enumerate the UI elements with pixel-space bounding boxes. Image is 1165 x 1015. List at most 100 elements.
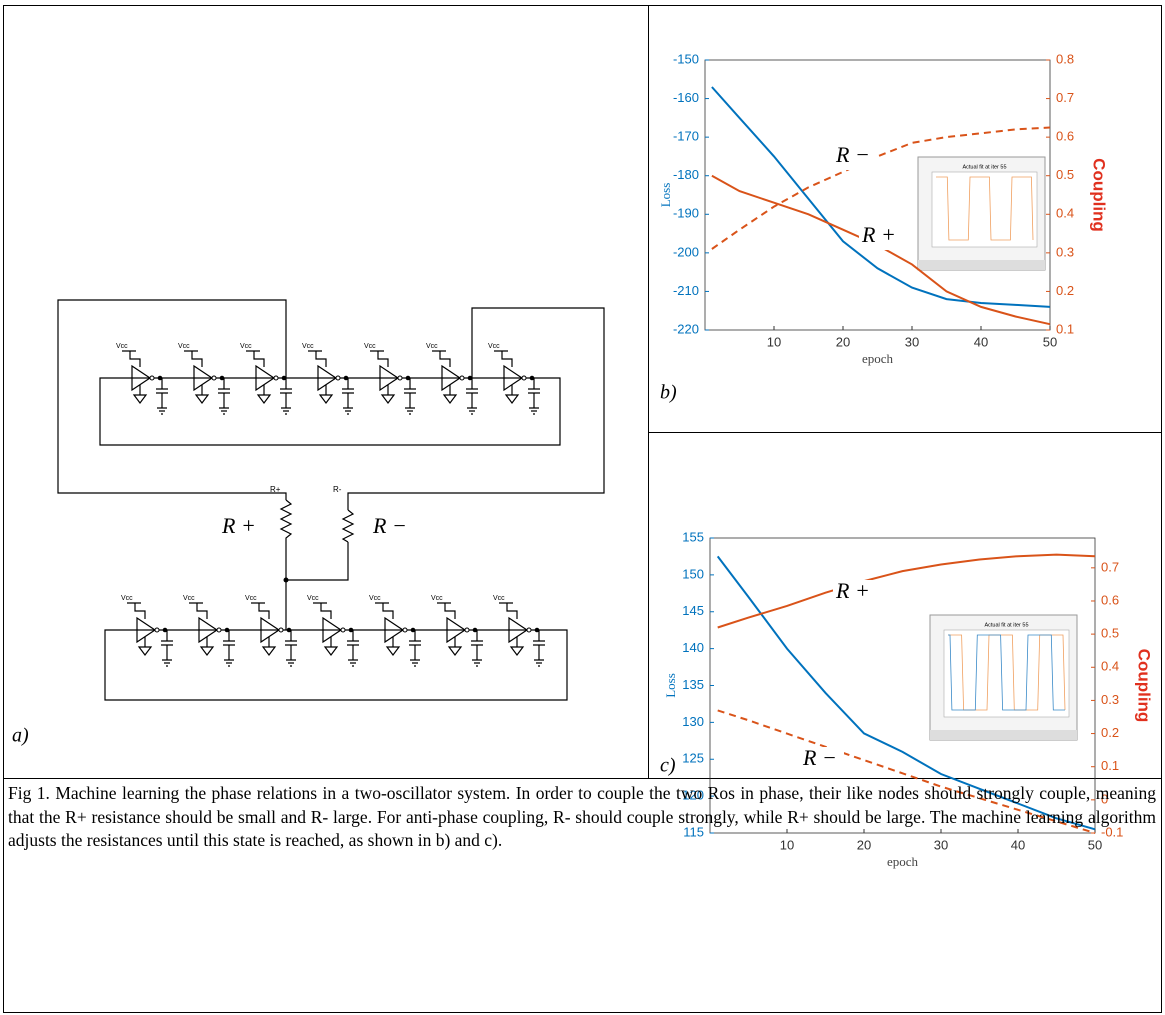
- y2-tick-label: 0.7: [1056, 90, 1074, 105]
- y-tick-label: -220: [673, 321, 699, 336]
- supply-label: Vcc: [183, 595, 195, 602]
- y2-tick-label: 0.6: [1056, 129, 1074, 144]
- wire: [370, 351, 388, 367]
- panel-label: b): [660, 382, 677, 404]
- y2-tick-label: 0.4: [1056, 206, 1074, 221]
- y2-tick-label: 0.1: [1056, 321, 1074, 336]
- bubble: [522, 376, 526, 380]
- y2-tick-label: 0.3: [1101, 692, 1119, 707]
- supply-label: Vcc: [493, 595, 505, 602]
- capacitor: [466, 378, 478, 414]
- bubble: [398, 376, 402, 380]
- wire: [437, 603, 455, 619]
- circuit: R+ R- R + R − VccVccVccVccVccVccVccVccVc…: [58, 300, 604, 700]
- resistor-label: R+: [270, 485, 281, 494]
- y2-tick-label: 0.5: [1101, 626, 1119, 641]
- y-tick-label: 155: [682, 529, 704, 544]
- capacitor: [285, 630, 297, 666]
- bubble: [155, 628, 159, 632]
- x-tick-label: 10: [767, 334, 781, 349]
- bubble: [336, 376, 340, 380]
- capacitor: [409, 630, 421, 666]
- x-axis-label: epoch: [862, 351, 894, 366]
- y-tick-label: 140: [682, 640, 704, 655]
- y2-axis-label: Coupling: [1135, 649, 1154, 723]
- y-tick-label: 145: [682, 603, 704, 618]
- bubble: [212, 376, 216, 380]
- capacitor: [280, 378, 292, 414]
- bubble: [341, 628, 345, 632]
- supply-label: Vcc: [178, 343, 190, 350]
- y2-tick-label: 0.1: [1101, 758, 1119, 773]
- y2-tick-label: 0.3: [1056, 244, 1074, 259]
- supply-label: Vcc: [307, 595, 319, 602]
- x-tick-label: 50: [1043, 334, 1057, 349]
- capacitor: [223, 630, 235, 666]
- x-axis-label: epoch: [887, 854, 919, 869]
- supply-label: Vcc: [426, 343, 438, 350]
- capacitor: [342, 378, 354, 414]
- capacitor: [347, 630, 359, 666]
- annotation: R −: [802, 745, 837, 770]
- y2-tick-label: 0.2: [1056, 283, 1074, 298]
- y2-tick-label: 0.6: [1101, 592, 1119, 607]
- y-tick-label: -170: [673, 129, 699, 144]
- y-axis-label: Loss: [663, 673, 678, 698]
- annotation: R +: [835, 578, 870, 603]
- y-tick-label: -200: [673, 244, 699, 259]
- supply-label: Vcc: [364, 343, 376, 350]
- supply-label: Vcc: [302, 343, 314, 350]
- supply-label: Vcc: [431, 595, 443, 602]
- y-tick-label: 125: [682, 751, 704, 766]
- inset-title: Actual fit at iter 55: [962, 164, 1006, 170]
- x-tick-label: 40: [974, 334, 988, 349]
- capacitor: [161, 630, 173, 666]
- wire: [313, 603, 331, 619]
- supply-label: Vcc: [121, 595, 133, 602]
- y-tick-label: -160: [673, 90, 699, 105]
- y-tick-label: -190: [673, 206, 699, 221]
- y-tick-label: 130: [682, 714, 704, 729]
- wire: [127, 603, 145, 619]
- bubble: [465, 628, 469, 632]
- y2-axis-label: Coupling: [1090, 158, 1109, 232]
- resistor: [281, 500, 291, 540]
- supply-label: Vcc: [245, 595, 257, 602]
- wire: [499, 603, 517, 619]
- wire: [308, 351, 326, 367]
- capacitor: [471, 630, 483, 666]
- page: a) b) c) R+ R- R + R − VccVccVccVccVccVc…: [0, 0, 1165, 1015]
- resistor-label: R-: [333, 485, 342, 494]
- annotation: R +: [861, 222, 896, 247]
- y-tick-label: -210: [673, 283, 699, 298]
- bubble: [460, 376, 464, 380]
- y-tick-label: 135: [682, 677, 704, 692]
- y2-tick-label: 0.7: [1101, 559, 1119, 574]
- resistor: [343, 510, 353, 542]
- y2-tick-label: 0.2: [1101, 725, 1119, 740]
- figure: a) b) c) R+ R- R + R − VccVccVccVccVccVc…: [0, 0, 1165, 1015]
- wire: [100, 378, 560, 445]
- supply-label: Vcc: [116, 343, 128, 350]
- capacitor: [533, 630, 545, 666]
- bubble: [279, 628, 283, 632]
- y-axis-label: Loss: [658, 183, 673, 208]
- panel-label: c): [660, 755, 676, 777]
- inset-toolbar: [930, 730, 1077, 740]
- bubble: [150, 376, 154, 380]
- inset-title: Actual fit at iter 55: [984, 622, 1028, 628]
- wire: [494, 351, 512, 367]
- x-tick-label: 20: [836, 334, 850, 349]
- bubble: [403, 628, 407, 632]
- bubble: [274, 376, 278, 380]
- caption: Fig 1. Machine learning the phase relati…: [8, 782, 1156, 853]
- x-tick-label: 30: [905, 334, 919, 349]
- supply-label: Vcc: [240, 343, 252, 350]
- wire: [246, 351, 264, 367]
- capacitor: [528, 378, 540, 414]
- y2-tick-label: 0.8: [1056, 51, 1074, 66]
- annotation: R −: [835, 142, 870, 167]
- annotation: R +: [221, 513, 256, 538]
- wire: [432, 351, 450, 367]
- capacitor: [218, 378, 230, 414]
